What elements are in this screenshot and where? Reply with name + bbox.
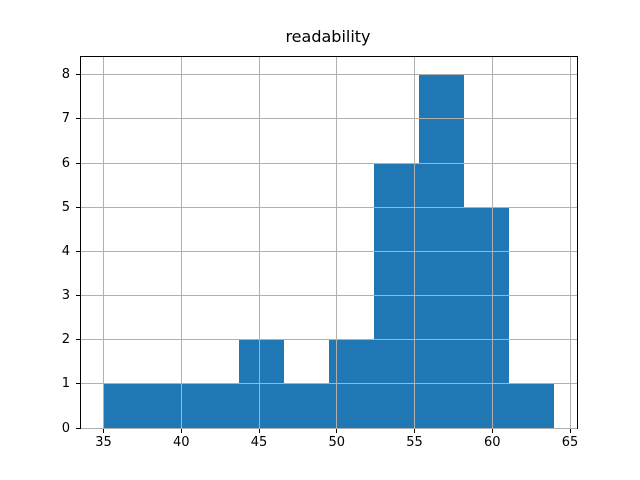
- y-gridline: [81, 206, 577, 208]
- histogram-bar: [509, 383, 555, 428]
- histogram-bar: [283, 383, 329, 428]
- x-tick: [414, 429, 416, 433]
- y-tick-label: 6: [61, 155, 70, 171]
- y-tick-label: 4: [61, 243, 70, 259]
- x-gridline: [491, 57, 493, 428]
- y-tick: [76, 339, 80, 341]
- x-tick-label: 40: [173, 435, 190, 450]
- y-tick: [76, 118, 80, 120]
- y-tick: [76, 162, 80, 164]
- y-tick-label: 8: [61, 67, 70, 83]
- y-tick-label: 0: [61, 420, 70, 436]
- chart-title: readability: [285, 27, 371, 46]
- histogram-bar: [148, 383, 194, 428]
- y-gridline: [81, 162, 577, 164]
- x-gridline: [180, 57, 182, 428]
- y-tick-label: 1: [61, 376, 70, 392]
- x-tick-label: 45: [250, 435, 268, 450]
- x-tick: [491, 429, 493, 433]
- y-gridline: [81, 74, 577, 76]
- x-gridline: [569, 57, 571, 428]
- x-gridline: [103, 57, 105, 428]
- y-gridline: [81, 250, 577, 252]
- x-gridline: [258, 57, 260, 428]
- histogram-bar: [103, 383, 149, 428]
- y-tick: [76, 74, 80, 76]
- y-tick: [76, 427, 80, 429]
- y-gridline: [81, 339, 577, 341]
- x-tick-label: 65: [561, 435, 579, 450]
- y-tick-label: 7: [61, 111, 70, 127]
- x-tick-label: 35: [95, 435, 112, 450]
- x-tick: [180, 429, 182, 433]
- y-tick: [76, 206, 80, 208]
- y-gridline: [81, 383, 577, 385]
- y-tick: [76, 295, 80, 296]
- histogram-bar: [193, 383, 239, 428]
- y-tick-label: 3: [61, 288, 70, 303]
- y-tick: [76, 383, 80, 385]
- y-tick-label: 2: [61, 332, 70, 348]
- y-gridline: [81, 427, 577, 429]
- x-tick: [336, 429, 338, 433]
- plot-area: [80, 56, 578, 429]
- y-gridline: [81, 295, 577, 296]
- x-tick: [569, 429, 571, 433]
- x-tick: [258, 429, 260, 433]
- y-tick-label: 5: [61, 199, 70, 215]
- x-gridline: [414, 57, 416, 428]
- x-tick-label: 50: [328, 435, 346, 450]
- x-tick: [103, 429, 105, 433]
- y-tick: [76, 250, 80, 252]
- x-gridline: [336, 57, 338, 428]
- y-gridline: [81, 118, 577, 120]
- histogram-bar: [464, 207, 510, 428]
- x-tick-label: 55: [406, 435, 423, 450]
- x-tick-label: 60: [483, 435, 501, 450]
